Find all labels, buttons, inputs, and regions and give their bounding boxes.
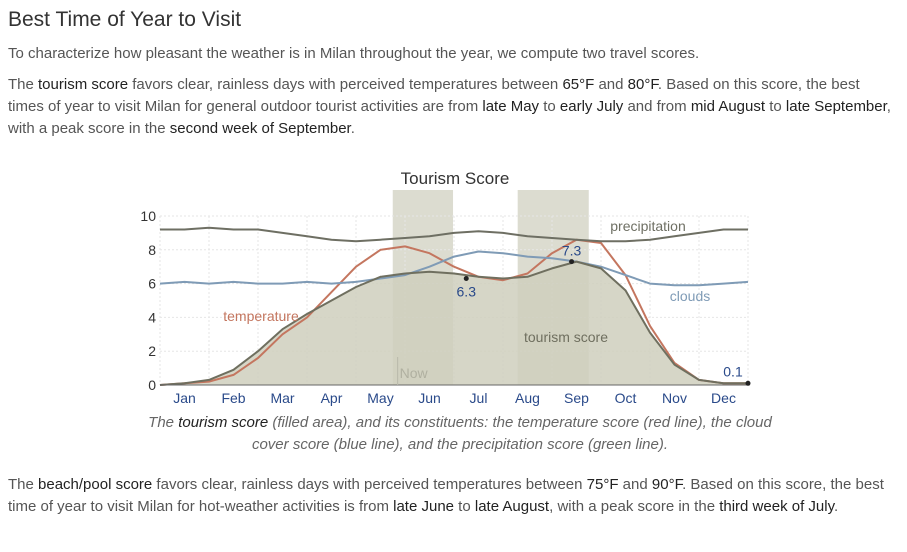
- y-tick-label: 4: [148, 309, 156, 325]
- term-tourism-score: tourism score: [38, 76, 129, 93]
- y-tick-label: 8: [148, 242, 156, 258]
- series-label-temperature: temperature: [223, 308, 299, 324]
- clouds-line: [159, 250, 749, 287]
- tourism-score-area: [160, 261, 748, 385]
- value-marker: [745, 380, 751, 386]
- month-label: Jan: [173, 390, 196, 406]
- beach-paragraph: The beach/pool score favors clear, rainl…: [8, 476, 884, 515]
- value-label: 0.1: [723, 363, 743, 379]
- tourism-score-line: [159, 260, 748, 386]
- now-marker-label: Now: [400, 365, 429, 381]
- chart-caption: The tourism score (filled area), and its…: [148, 414, 772, 453]
- month-label: Nov: [662, 390, 687, 406]
- page-title: Best Time of Year to Visit: [8, 8, 242, 31]
- temperature-line: [159, 238, 748, 386]
- precipitation-line: [160, 226, 748, 243]
- month-label: Jun: [418, 390, 441, 406]
- y-tick-label: 2: [148, 343, 156, 359]
- month-label: Jul: [470, 390, 488, 406]
- month-label: Feb: [221, 390, 245, 406]
- month-label: Sep: [564, 390, 589, 406]
- month-label: Apr: [321, 390, 343, 406]
- y-tick-label: 10: [140, 208, 156, 224]
- term-beach-score: beach/pool score: [38, 476, 153, 493]
- month-label: Mar: [270, 390, 294, 406]
- y-tick-label: 6: [148, 276, 156, 292]
- tourism-score-chart: 0 2 4 6 8 10 Now Jan Feb Mar Apr May Jun Jul Aug Sep Oct…: [140, 169, 751, 406]
- value-marker: [569, 259, 575, 265]
- tourism-paragraph: The tourism score favors clear, rainless…: [8, 76, 891, 137]
- value-label: 7.3: [562, 243, 582, 259]
- month-label: May: [367, 390, 393, 406]
- series-label-tourism-score: tourism score: [524, 329, 608, 345]
- month-label: Oct: [615, 390, 637, 406]
- intro-paragraph: To characterize how pleasant the weather…: [8, 45, 700, 62]
- series-label-clouds: clouds: [670, 288, 710, 304]
- chart-title: Tourism Score: [401, 169, 510, 188]
- month-label: Dec: [711, 390, 736, 406]
- series-label-precipitation: precipitation: [610, 218, 686, 234]
- caption-term: tourism score: [178, 414, 269, 431]
- value-marker: [463, 276, 469, 282]
- y-tick-label: 0: [148, 377, 156, 393]
- month-label: Aug: [515, 390, 540, 406]
- value-label: 6.3: [457, 284, 477, 300]
